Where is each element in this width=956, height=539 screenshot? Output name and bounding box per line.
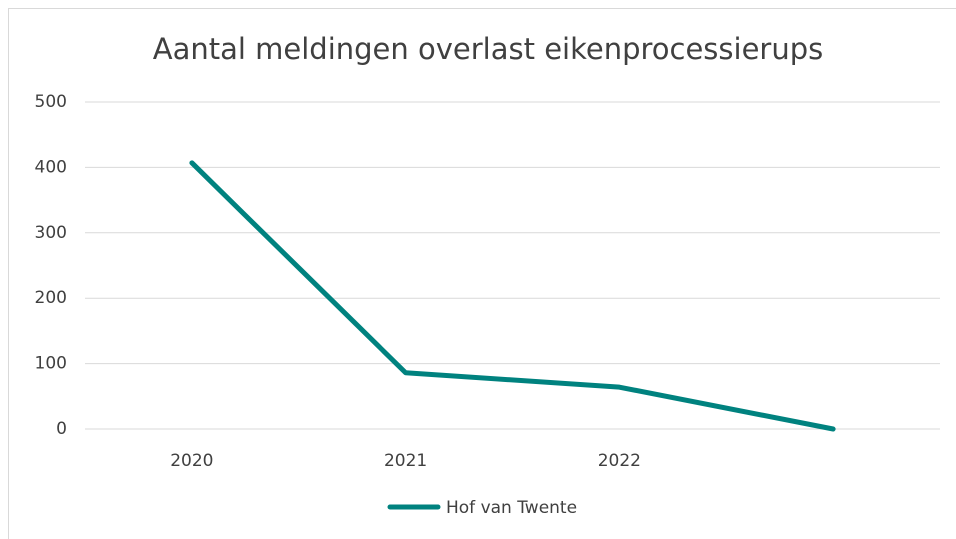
y-tick-label: 100 bbox=[35, 354, 67, 374]
chart-title: Aantal meldingen overlast eikenprocessie… bbox=[153, 32, 823, 66]
x-tick-label: 2020 bbox=[170, 451, 213, 471]
y-tick-label: 500 bbox=[35, 92, 67, 112]
chart-border bbox=[8, 8, 956, 539]
x-tick-label: 2021 bbox=[384, 451, 427, 471]
y-tick-label: 0 bbox=[56, 419, 67, 439]
y-tick-label: 300 bbox=[35, 223, 67, 243]
y-tick-label: 400 bbox=[35, 157, 67, 177]
legend-label: Hof van Twente bbox=[446, 498, 577, 518]
y-tick-label: 200 bbox=[35, 288, 67, 308]
x-tick-label: 2022 bbox=[598, 451, 641, 471]
data-line bbox=[189, 160, 836, 432]
